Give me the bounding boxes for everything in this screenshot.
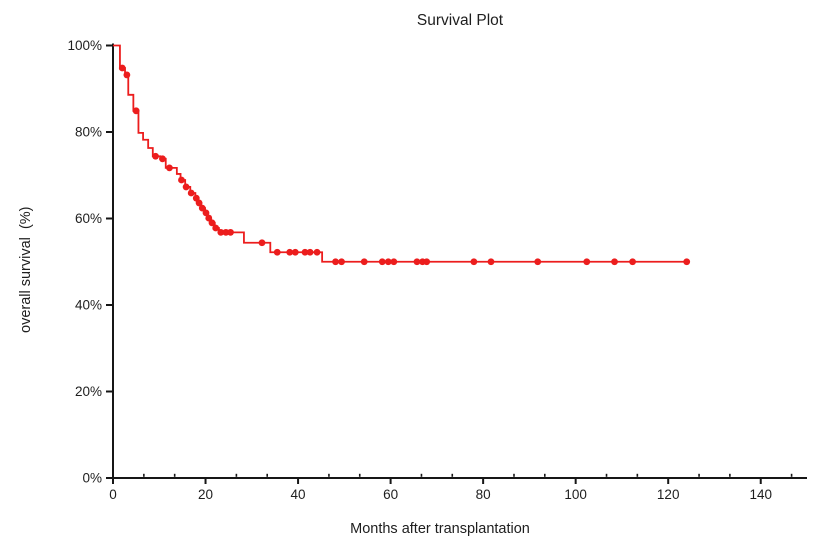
censor-mark: [182, 183, 190, 191]
censor-mark: [212, 224, 220, 232]
censor-mark: [187, 189, 195, 197]
x-tick-label: 140: [749, 487, 772, 502]
censor-mark: [301, 248, 309, 256]
x-tick-label: 40: [291, 487, 306, 502]
censor-mark: [217, 228, 225, 236]
censor-mark: [286, 248, 294, 256]
censor-mark: [123, 71, 131, 79]
censor-mark: [258, 239, 266, 247]
y-tick-label: 40%: [75, 298, 102, 313]
censor-mark: [205, 214, 213, 222]
censor-mark: [313, 248, 321, 256]
censor-mark: [166, 164, 173, 172]
chart-title: Survival Plot: [417, 12, 504, 29]
censor-mark: [390, 258, 398, 266]
survival-curve: [113, 44, 687, 263]
x-tick-label: 0: [109, 487, 117, 502]
censor-mark: [178, 176, 185, 184]
x-tick-label: 20: [198, 487, 213, 502]
censor-mark: [360, 258, 368, 266]
censor-mark: [629, 258, 636, 266]
censor-mark: [583, 258, 591, 266]
censor-mark: [338, 258, 345, 266]
censor-mark: [378, 258, 386, 266]
y-tick-label: 60%: [75, 211, 102, 226]
x-axis-label: Months after transplantation: [350, 521, 530, 537]
censor-mark: [159, 155, 166, 163]
censor-mark: [332, 258, 339, 266]
censor-mark: [470, 258, 478, 266]
y-tick-label: 100%: [67, 38, 102, 53]
censor-mark: [384, 258, 392, 266]
censor-mark: [118, 64, 126, 72]
y-tick-label: 80%: [75, 125, 102, 140]
x-tick-label: 120: [657, 487, 680, 502]
censor-mark: [198, 204, 206, 212]
censor-mark: [413, 258, 421, 266]
censor-mark: [534, 258, 542, 266]
y-tick-label: 20%: [75, 384, 102, 399]
y-tick-label: 0%: [82, 471, 102, 486]
x-tick-label: 100: [564, 487, 587, 502]
censor-mark: [273, 248, 281, 256]
x-tick-label: 80: [476, 487, 491, 502]
censor-mark: [202, 209, 210, 217]
censor-mark: [195, 199, 203, 207]
censor-mark: [132, 107, 140, 115]
censor-mark: [487, 258, 495, 266]
censor-mark: [423, 258, 431, 266]
censor-mark: [683, 258, 691, 266]
x-tick-label: 60: [383, 487, 398, 502]
censor-mark: [291, 248, 299, 256]
y-axis-label: overall survival (%): [18, 207, 34, 334]
censor-mark: [227, 228, 234, 236]
censor-mark: [152, 152, 159, 160]
censor-mark: [611, 258, 618, 266]
censor-mark: [208, 219, 216, 227]
censor-mark: [306, 248, 314, 256]
